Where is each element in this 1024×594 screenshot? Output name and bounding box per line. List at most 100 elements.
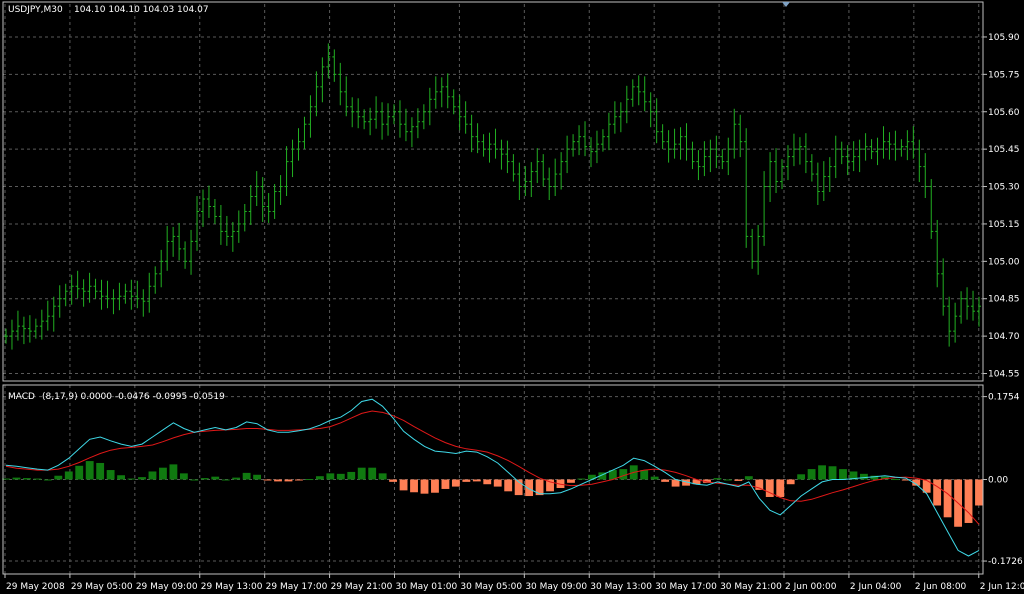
price-bar (236, 210, 241, 243)
price-bar (917, 139, 922, 183)
price-bar (147, 272, 152, 313)
price-bar (750, 228, 755, 269)
histogram-bar (410, 479, 418, 493)
price-bar (636, 75, 641, 106)
price-bar (374, 96, 379, 129)
price-bar (594, 130, 599, 164)
price-bar (565, 135, 570, 174)
price-bar (505, 140, 510, 174)
price-bar (678, 127, 683, 160)
histogram-bar (305, 479, 314, 481)
price-bar (630, 79, 635, 107)
price-bar (923, 153, 928, 199)
histogram-bar (64, 471, 73, 480)
time-tick-label: 30 May 21:00 (720, 582, 782, 592)
histogram-bar (776, 479, 785, 497)
price-bar (260, 177, 265, 222)
histogram-bar (692, 479, 701, 485)
price-bar (272, 184, 277, 219)
price-bar (45, 300, 50, 331)
histogram-bar (284, 479, 293, 482)
price-bar (457, 95, 462, 131)
histogram-bar (389, 479, 398, 482)
price-bar (206, 185, 211, 218)
price-bar (535, 148, 540, 184)
histogram-bar (12, 477, 21, 480)
histogram-bar (263, 479, 272, 481)
histogram-bar (169, 464, 178, 480)
price-bar (296, 128, 301, 161)
price-bar (547, 167, 552, 201)
price-bar (326, 43, 331, 79)
price-bar (177, 222, 182, 261)
macd-tick-label: 0.00 (988, 476, 1008, 486)
histogram-bar (23, 478, 31, 480)
signal-line (5, 410, 980, 525)
price-bar (469, 114, 474, 153)
histogram-bar (818, 465, 826, 480)
time-tick-label: 29 May 05:00 (71, 582, 133, 592)
histogram-bar (744, 476, 753, 480)
price-bar (183, 241, 188, 269)
price-bar (475, 123, 480, 154)
price-bar (499, 139, 504, 170)
price-bar (15, 310, 20, 341)
price-bar (487, 132, 492, 163)
histogram-bar (598, 472, 607, 480)
price-bar (785, 145, 790, 181)
histogram-bar (190, 479, 199, 481)
price-bar (171, 226, 176, 257)
histogram-bar (870, 475, 879, 480)
price-tick-label: 105.90 (988, 33, 1020, 43)
histogram-bar (807, 469, 816, 480)
price-bar (708, 139, 713, 173)
histogram-bar (608, 470, 617, 480)
price-bar (791, 133, 796, 167)
price-tick-label: 105.60 (988, 108, 1020, 118)
price-bar (135, 280, 140, 309)
price-bar (977, 296, 981, 327)
price-bar (433, 76, 438, 109)
price-bar (75, 270, 80, 299)
price-bar (672, 128, 677, 159)
axis-labels: 105.90 105.75 105.60 105.45 105.30 105.15 105.… (4, 33, 1024, 592)
price-bar (726, 137, 731, 176)
price-bar (899, 139, 904, 157)
histogram-bar (912, 479, 921, 486)
price-bar (815, 162, 820, 205)
price-bar (559, 152, 564, 190)
price-bar (386, 103, 391, 136)
time-tick-label: 2 Jun 08:00 (915, 582, 967, 592)
histogram-bar (828, 466, 837, 480)
price-bar (278, 175, 283, 205)
macd-line (5, 398, 980, 557)
price-bar (224, 215, 229, 246)
price-bar (427, 87, 432, 126)
price-tick-label: 105.45 (988, 145, 1020, 155)
histogram-bar (901, 479, 910, 481)
price-bar (69, 274, 74, 305)
price-bar (553, 158, 558, 197)
price-bar (153, 266, 158, 294)
price-bar (839, 141, 844, 165)
histogram-bar (179, 473, 188, 480)
price-bar (212, 199, 217, 224)
macd-histogram (2, 461, 983, 527)
price-bar (290, 139, 295, 178)
price-bar (648, 92, 653, 128)
price-bar (756, 224, 761, 275)
histogram-bar (347, 471, 356, 480)
price-bar (380, 102, 385, 140)
histogram-bar (326, 473, 335, 480)
macd-lines (5, 398, 980, 557)
macd-tick-label: 0.1754 (988, 393, 1020, 403)
price-bar (314, 71, 319, 117)
price-bar (105, 280, 110, 309)
histogram-bar (221, 479, 230, 481)
histogram-bar (703, 479, 711, 483)
shift-marker-icon[interactable] (782, 2, 790, 7)
price-bar (129, 279, 134, 310)
price-bar (953, 302, 958, 343)
